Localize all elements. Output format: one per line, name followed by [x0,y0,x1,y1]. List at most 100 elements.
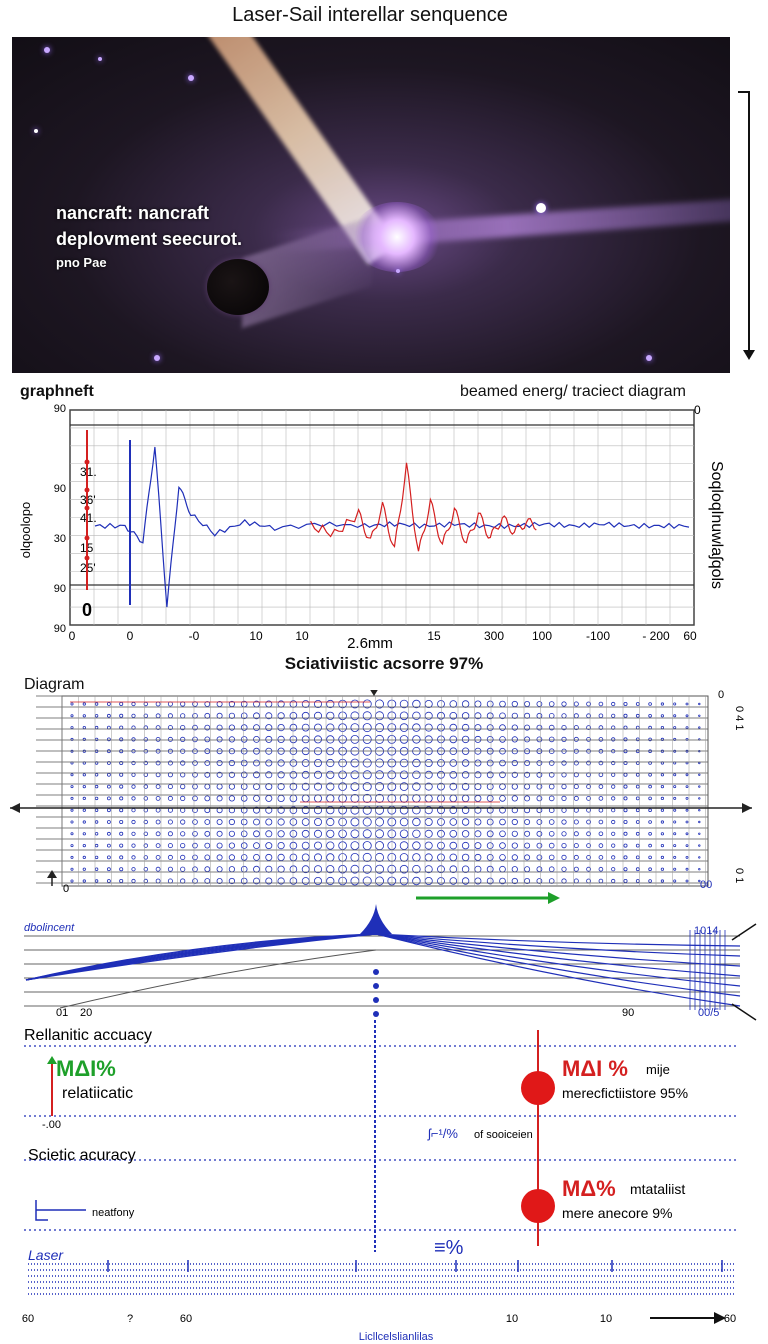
diagram-dot [524,771,531,778]
diagram-dot [461,735,470,744]
diagram-dot [598,725,604,730]
diagram-dot [586,843,591,849]
diagram-dot [474,724,482,732]
diagram-dot [301,711,310,720]
diagram-dot [648,843,652,848]
diagram-dot [180,736,186,743]
diagram-dot [486,818,494,826]
diagram-dot [685,844,689,848]
diagram-dot [685,714,689,718]
diagram-dot [399,841,409,850]
diagram-dot [548,783,555,790]
chart1-ytick-label: 90 [54,583,66,595]
bottom-tick-label: 10 [600,1313,612,1325]
scale-arrow-icon [743,350,755,360]
chart3-trajectory-gray [59,949,377,1009]
diagram-dot [301,806,310,815]
diagram-dot [107,772,111,777]
diagram-dot [486,736,494,743]
diagram-dot [70,726,74,730]
diagram-dot [70,820,74,824]
diagram-dot [499,759,506,767]
diagram-dot [437,782,445,791]
bottom-tick-label: 60 [22,1313,34,1325]
diagram-dot [660,785,665,789]
diagram-dot [611,808,616,813]
diagram-dot [265,771,273,779]
diagram-dot [449,794,458,803]
chart1-xtick-label: 100 [532,629,552,643]
diagram-dot [586,831,591,837]
diagram-dot [143,866,148,872]
diagram-dot [253,830,260,838]
diagram-dot [461,794,470,803]
diagram-dot [192,795,198,802]
diagram-dot [685,820,689,824]
diagram-dot [660,773,665,777]
diagram-dot [449,818,458,826]
diagram-dot [449,865,458,874]
chart1-ytick-label: 90 [54,403,66,415]
diagram-dot [253,759,260,767]
diagram-dot [289,700,298,708]
green-up-arrow-icon [47,1056,57,1064]
chart1-xtick-label: 10 [295,629,309,643]
diagram-dot [635,867,640,872]
diagram-dot [180,878,186,884]
diagram-dot [461,818,470,826]
diagram-dot [511,877,518,885]
diagram-dot [561,784,567,790]
chart1-side-value: 31. [80,465,97,479]
diagram-dot [660,832,665,836]
diagram-dot [511,700,518,708]
diagram-dot [94,820,99,824]
diagram-dot [611,701,616,707]
bottom-tick-label: 10 [506,1313,518,1325]
diagram-dot [586,737,591,742]
diagram-dot [94,855,99,860]
right-bracket-bottom [731,1003,757,1021]
diagram-dot [511,795,518,802]
diagram-dot [586,819,591,825]
diagram-dot [623,701,628,706]
chart3-node [373,1011,379,1017]
diagram-dot [524,736,531,743]
diagram-dot [698,808,701,812]
mid-label-text: of sooiceien [474,1129,533,1141]
diagram-dot [326,699,335,709]
diagram-dot [350,758,360,768]
bottom-axis-caption: Licllcelslianlilas [359,1331,434,1343]
diagram-dot [143,855,148,860]
diagram-dot [623,761,628,766]
diagram-dot [437,735,445,744]
diagram-dot [204,854,211,861]
diagram-dot [107,737,111,742]
diagram-dot [673,844,677,848]
diagram-dot [461,771,470,779]
diagram-dot [561,878,567,884]
diagram-dot [326,853,335,862]
diagram-dot [94,832,99,836]
diagram-dot [524,877,531,884]
chart2-right-top-label-1: 0 [718,690,724,701]
diagram-dot [623,796,628,801]
diagram-dot [326,723,335,732]
diagram-dot [548,819,555,825]
diagram-dot [131,796,136,801]
diagram-dot [660,820,665,824]
photo-caption-line2: deplovment seecurot. [56,229,243,249]
diagram-dot [107,702,111,706]
diagram-dot [474,806,482,814]
diagram-dot [167,713,173,719]
diagram-dot [362,723,372,733]
chart1-ytick-label: 90 [54,623,66,635]
diagram-dot [586,854,591,860]
diagram-dot [82,773,86,777]
diagram-dot [265,783,273,791]
diagram-dot [524,700,531,707]
diagram-dot [412,864,421,874]
diagram-dot [192,724,198,731]
diagram-dot [561,724,567,731]
chart3-x-label-1: 20 [80,1007,92,1019]
diagram-dot [216,818,223,825]
